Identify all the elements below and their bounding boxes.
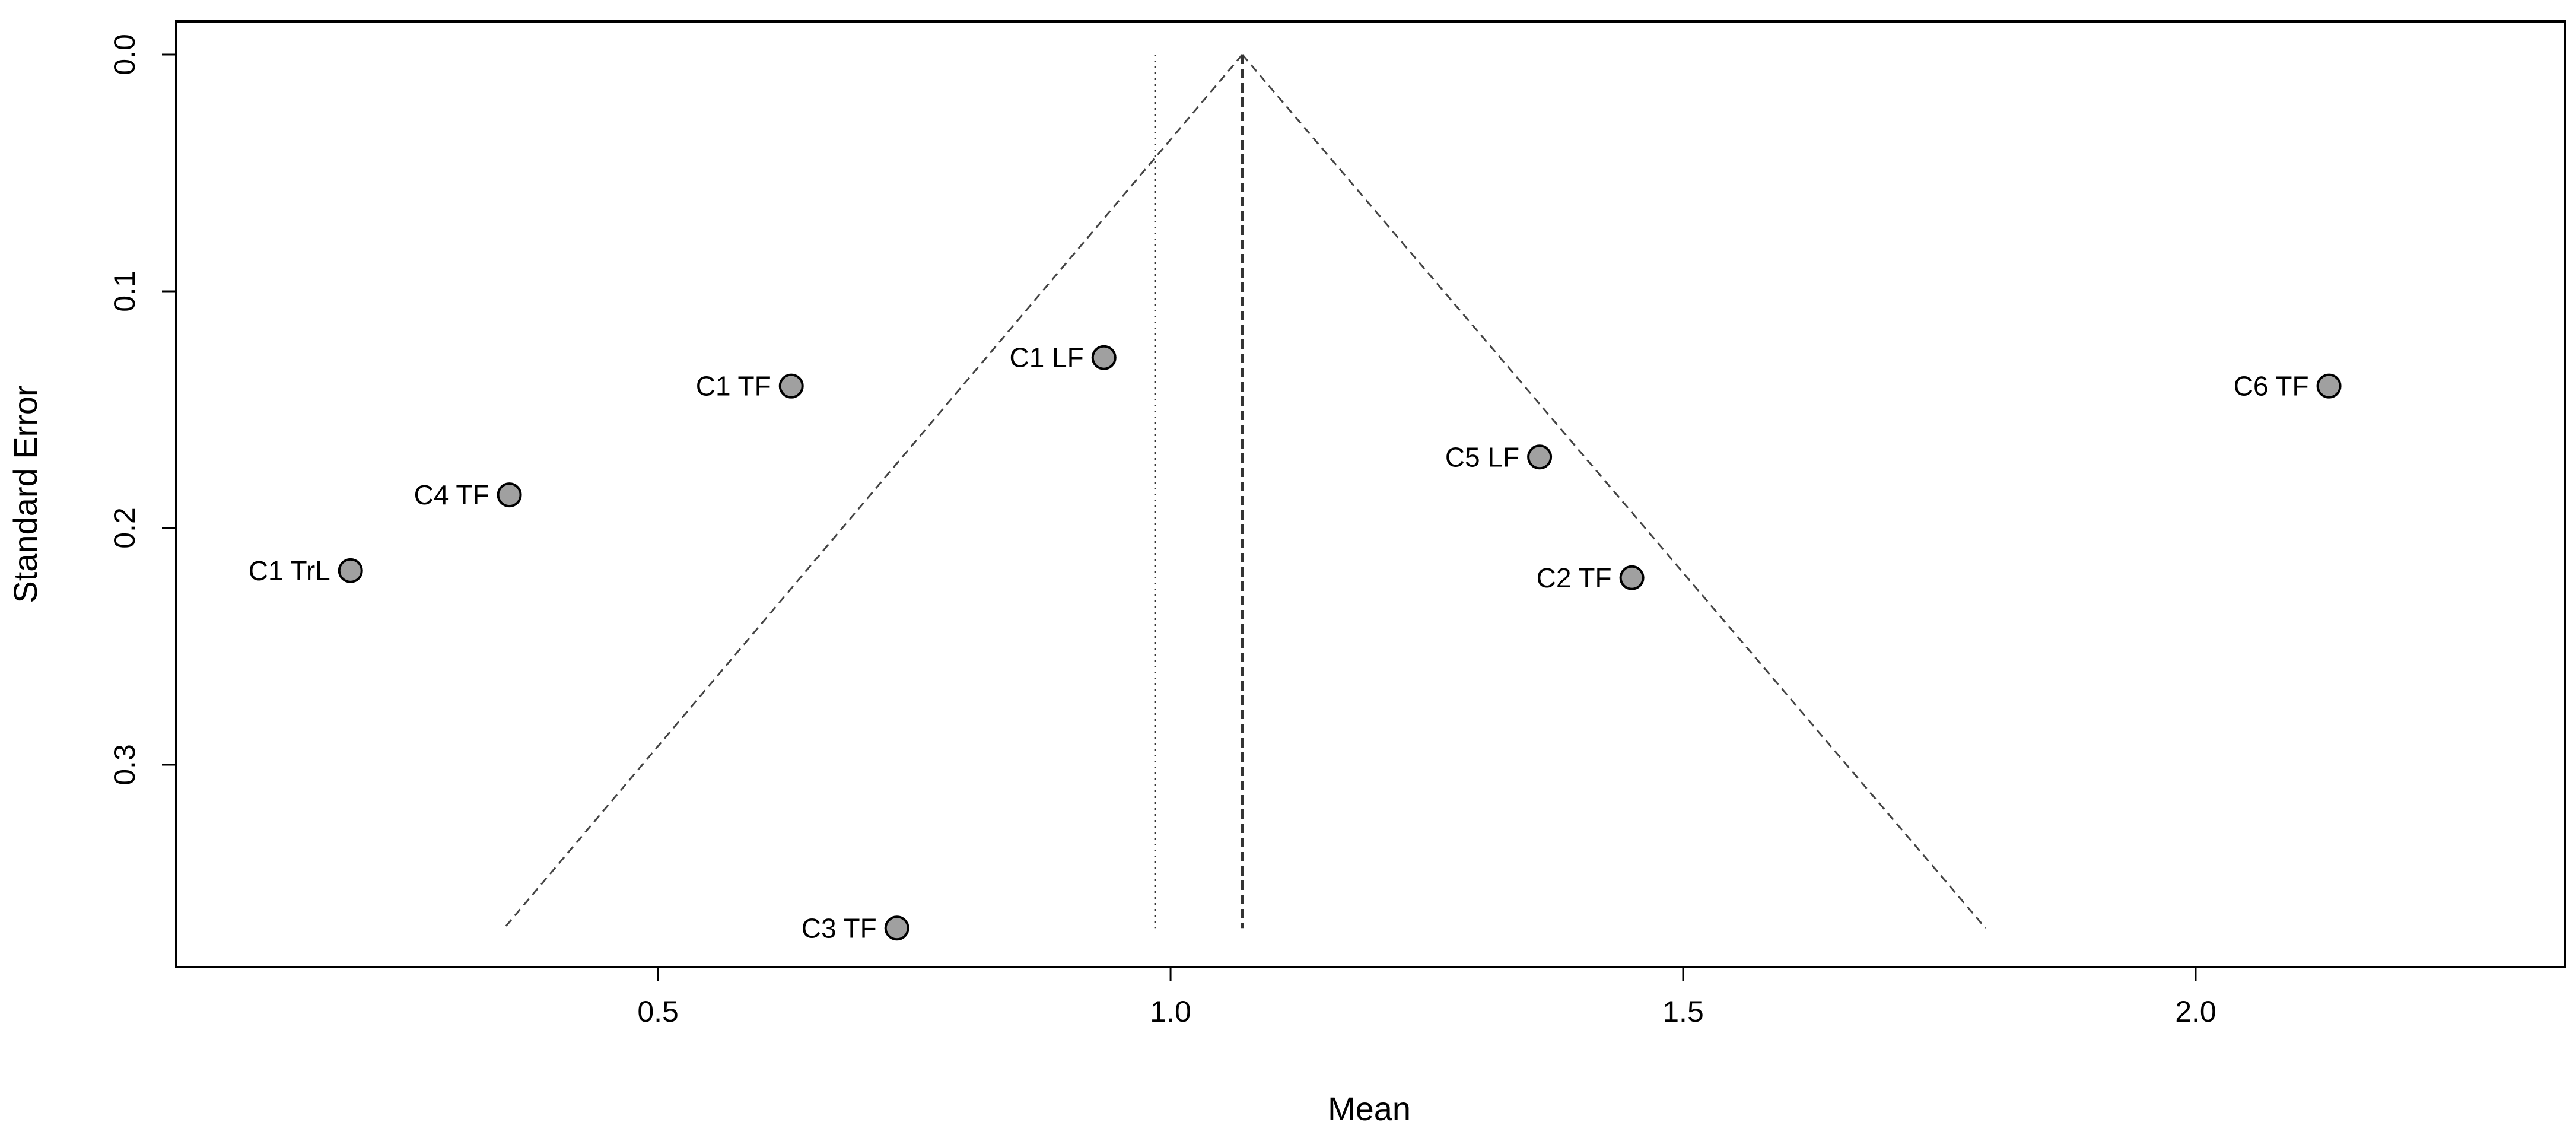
data-point <box>1091 345 1117 370</box>
data-point <box>884 915 909 941</box>
point-label: C2 TF <box>1537 562 1612 593</box>
data-point <box>497 482 522 508</box>
point-label: C1 TF <box>696 371 771 402</box>
y-tick-label: 0.3 <box>108 744 141 786</box>
x-axis-title: Mean <box>1328 1090 1411 1127</box>
x-tick-label: 0.5 <box>637 995 679 1028</box>
y-tick-label: 0.2 <box>108 507 141 549</box>
data-point <box>1527 444 1553 470</box>
funnel-left-line <box>503 54 1244 929</box>
data-point <box>2316 373 2342 399</box>
point-label: C5 LF <box>1445 441 1519 472</box>
x-tick-label: 2.0 <box>2175 995 2216 1028</box>
plot-frame <box>175 20 2566 968</box>
data-point <box>338 558 363 583</box>
point-label: C3 TF <box>802 913 877 943</box>
y-tick-label: 0.0 <box>108 34 141 75</box>
y-axis-title: Standard Error <box>7 385 44 603</box>
point-label: C6 TF <box>2234 371 2309 402</box>
funnel-lines <box>503 54 1986 929</box>
data-points: C1 TF C1 LF C6 TF C4 TF C5 LF C1 TrL C2 TF C3 T… <box>249 342 2342 943</box>
point-label: C1 TrL <box>249 555 330 586</box>
x-tick-label: 1.0 <box>1150 995 1191 1028</box>
x-axis: 0.5 1.0 1.5 2.0 <box>637 967 2216 1028</box>
x-tick-label: 1.5 <box>1662 995 1704 1028</box>
data-point <box>778 373 804 399</box>
funnel-right-line <box>1241 54 1986 929</box>
data-point <box>1619 565 1645 590</box>
point-label: C1 LF <box>1009 342 1083 373</box>
y-tick-label: 0.1 <box>108 271 141 312</box>
y-axis: 0.0 0.1 0.2 0.3 <box>108 34 176 786</box>
point-label: C4 TF <box>414 479 489 510</box>
